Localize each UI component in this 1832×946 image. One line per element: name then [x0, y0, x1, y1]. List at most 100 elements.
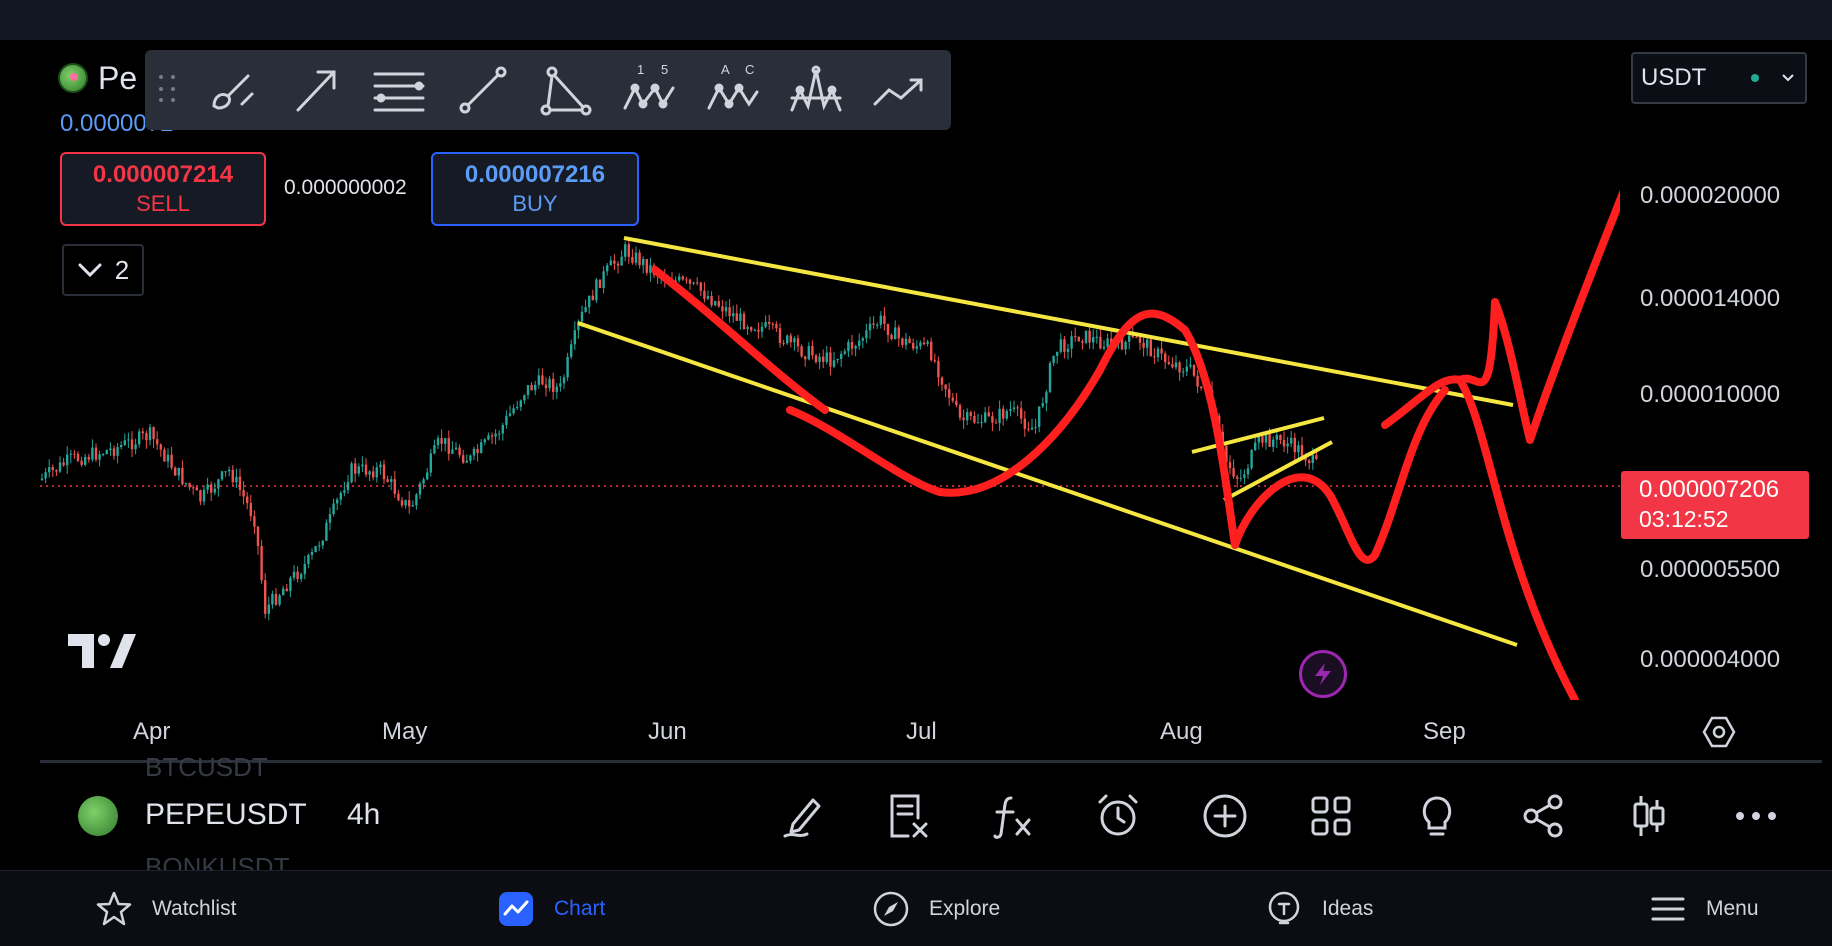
time-axis-label: Sep: [1423, 718, 1466, 745]
svg-text:1: 1: [637, 62, 644, 77]
candle-body: [51, 467, 54, 471]
candle-body: [696, 282, 699, 284]
candle-body: [940, 377, 944, 385]
ideas-lightbulb-icon[interactable]: [1411, 790, 1463, 842]
candle-body: [685, 279, 688, 281]
candle-body: [634, 252, 638, 263]
candle-body: [1084, 330, 1088, 343]
candle-body: [127, 439, 130, 441]
candle-body: [523, 395, 526, 401]
candle-body: [166, 454, 170, 462]
candle-body: [606, 265, 609, 272]
add-icon[interactable]: [1199, 790, 1251, 842]
nav-watchlist[interactable]: Watchlist: [94, 889, 236, 929]
candle-body: [141, 431, 144, 434]
tradingview-logo-icon: [68, 634, 136, 668]
candle-body: [508, 413, 512, 416]
draw-icon[interactable]: [777, 790, 829, 842]
candle-body: [1002, 408, 1005, 419]
timeframe-selector[interactable]: 4h: [347, 798, 381, 831]
hamburger-menu-icon: [1648, 889, 1688, 929]
candle-body: [181, 467, 184, 485]
candle-body: [87, 456, 90, 460]
candle-body: [620, 256, 623, 266]
trendline-icon[interactable]: [451, 58, 514, 122]
candle-body: [469, 455, 472, 461]
prev-symbol-hint[interactable]: BTCUSDT: [145, 752, 268, 782]
candle-body: [724, 307, 728, 312]
abcd-pattern-icon[interactable]: A C: [701, 58, 764, 122]
more-options-icon[interactable]: [1730, 790, 1782, 842]
currency-select[interactable]: USDT: [1631, 52, 1807, 104]
parallel-channel-icon[interactable]: [368, 58, 431, 122]
candle-body: [973, 415, 976, 423]
collapse-indicators-button[interactable]: 2: [62, 244, 144, 296]
alarm-icon[interactable]: [1092, 790, 1144, 842]
red-freehand-annotation: [651, 189, 1620, 700]
symbol-header[interactable]: Pe: [58, 58, 137, 98]
candle-body: [1070, 336, 1073, 349]
nav-chart[interactable]: Chart: [496, 889, 605, 929]
candle-body: [771, 323, 774, 325]
time-axis-label: Aug: [1160, 718, 1203, 745]
candle-body: [476, 448, 479, 453]
candle-body: [1020, 408, 1023, 419]
symbol-name[interactable]: PEPEUSDT: [145, 798, 307, 831]
candle-body: [148, 427, 152, 441]
last-price-badge: 0.000007206 03:12:52: [1621, 471, 1809, 539]
layout-grid-icon[interactable]: [1305, 790, 1357, 842]
triangle-pattern-icon[interactable]: [534, 58, 597, 122]
chart-type-candles-icon[interactable]: [1623, 790, 1675, 842]
candle-body: [739, 313, 742, 321]
candle-body: [379, 464, 382, 468]
candle-body: [1282, 439, 1286, 447]
brush-tool-icon[interactable]: [201, 58, 264, 122]
candle-body: [530, 385, 533, 391]
head-shoulders-icon[interactable]: [784, 58, 847, 122]
flag-upper-line: [1191, 416, 1325, 454]
buy-button[interactable]: 0.000007216 BUY: [431, 152, 639, 226]
candle-body: [210, 484, 213, 493]
candle-body: [807, 346, 810, 360]
lightning-icon[interactable]: [1299, 650, 1347, 698]
arrow-tool-icon[interactable]: [284, 58, 347, 122]
elliott-wave-icon[interactable]: 1 5: [618, 58, 681, 122]
candle-body: [861, 338, 864, 341]
candle-body: [883, 315, 886, 324]
candle-body: [832, 360, 836, 367]
candle-body: [631, 256, 634, 263]
share-icon[interactable]: [1517, 790, 1569, 842]
indicator-count: 2: [114, 254, 130, 285]
indicators-icon[interactable]: [987, 790, 1039, 842]
nav-ideas[interactable]: Ideas: [1264, 889, 1373, 929]
nav-explore[interactable]: Explore: [871, 889, 1000, 929]
candle-body: [1063, 339, 1066, 353]
candle-body: [1293, 437, 1296, 453]
candle-body: [332, 503, 335, 515]
candle-body: [786, 335, 789, 344]
chevron-down-icon: [78, 263, 102, 278]
candle-body: [800, 346, 803, 357]
path-tool-icon[interactable]: [868, 58, 931, 122]
drag-handle-icon[interactable]: [159, 75, 179, 105]
candle-body: [811, 346, 814, 356]
candle-body: [703, 290, 706, 299]
candle-body: [282, 588, 285, 596]
sell-button[interactable]: 0.000007214 SELL: [60, 152, 266, 226]
candle-body: [343, 490, 346, 493]
candle-body: [1286, 443, 1289, 447]
candle-body: [847, 341, 850, 352]
nav-menu[interactable]: Menu: [1648, 889, 1759, 929]
candle-body: [1106, 338, 1109, 347]
flag-lower-line: [1223, 440, 1333, 502]
remove-drawings-icon[interactable]: [882, 790, 934, 842]
price-chart[interactable]: [0, 40, 1620, 700]
chart-settings-icon[interactable]: [1701, 714, 1737, 750]
candle-body: [822, 356, 825, 362]
candle-body: [1182, 371, 1185, 373]
candle-body: [285, 588, 288, 592]
candle-body: [303, 563, 306, 575]
candle-body: [58, 462, 62, 472]
bar-countdown: 03:12:52: [1639, 506, 1729, 532]
candle-body: [526, 385, 530, 396]
